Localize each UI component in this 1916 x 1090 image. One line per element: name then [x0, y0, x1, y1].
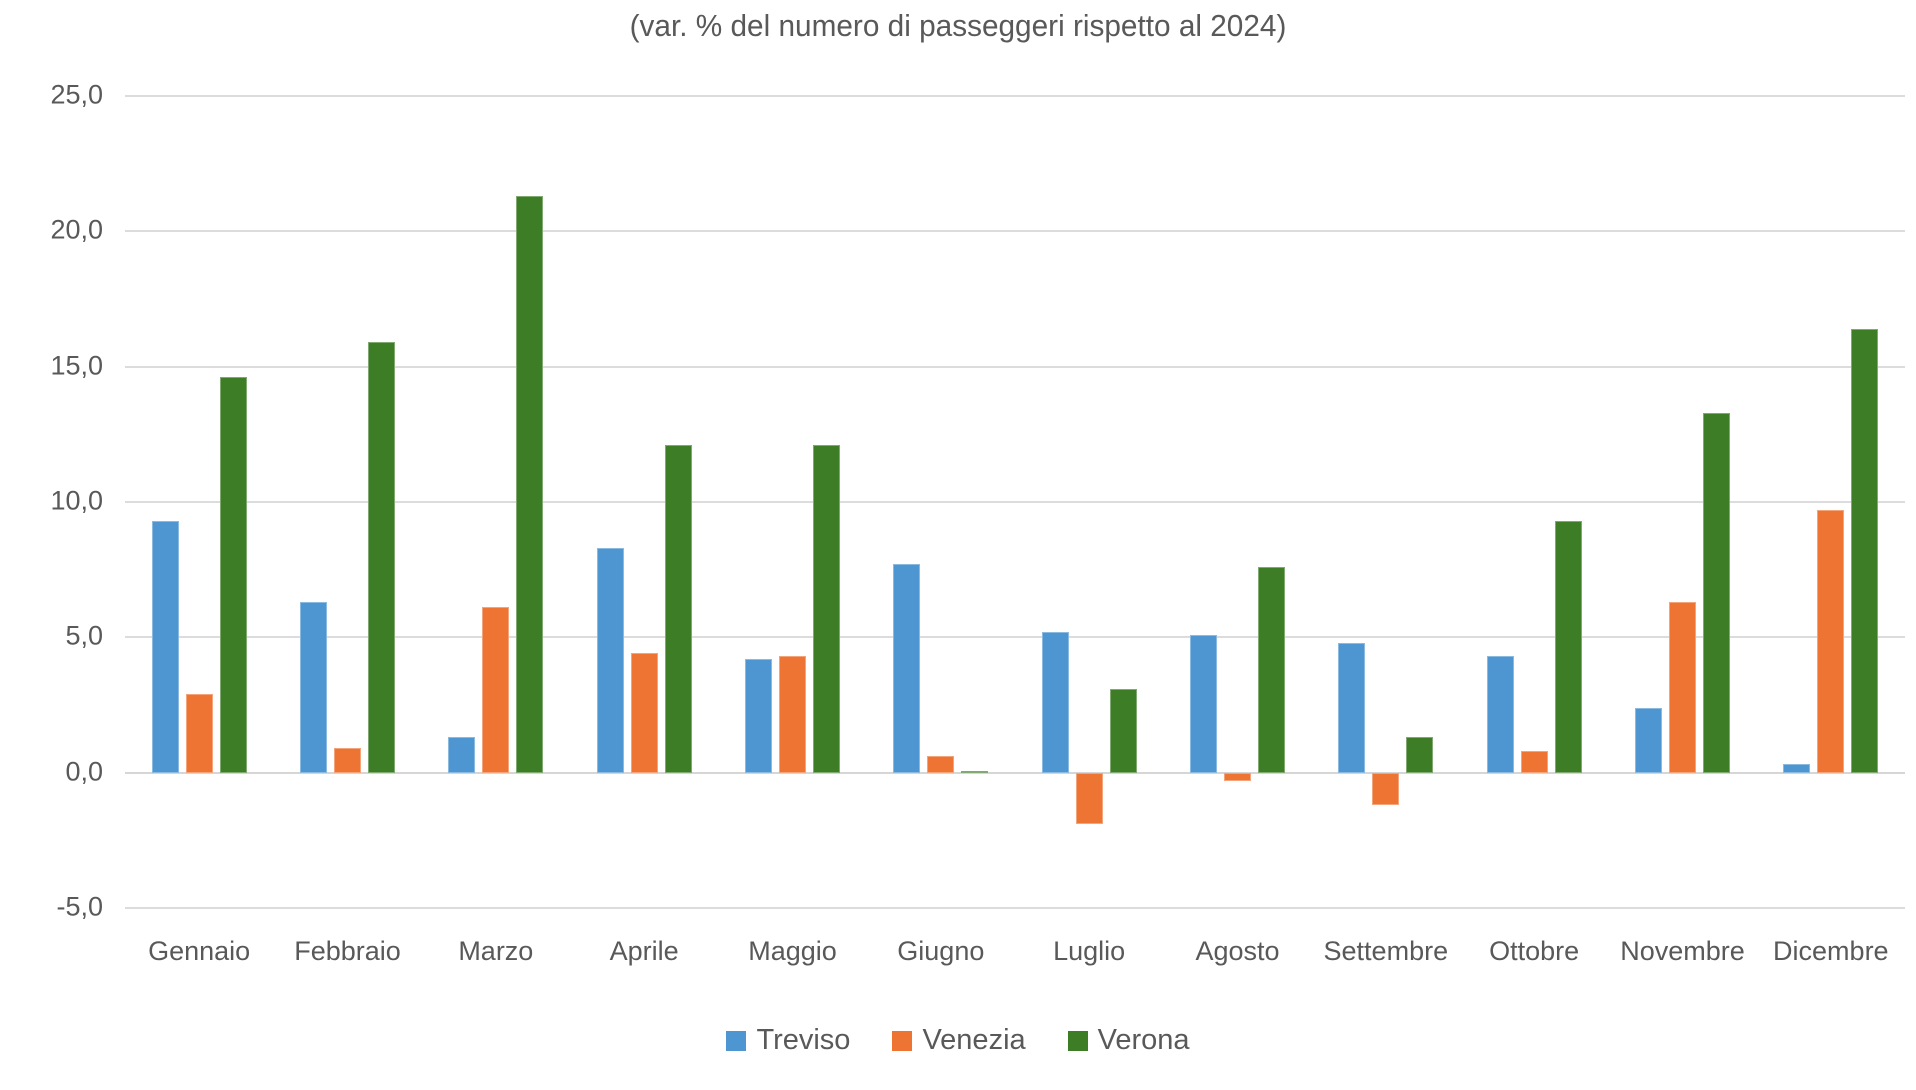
bar-venezia-aprile	[630, 653, 658, 773]
y-axis-tick-label: 10,0	[50, 485, 103, 516]
x-axis-label-luglio: Luglio	[1053, 936, 1126, 966]
x-axis-label-settembre: Settembre	[1323, 936, 1449, 966]
x-axis-label-novembre: Novembre	[1620, 936, 1745, 966]
x-axis-label-maggio: Maggio	[748, 936, 837, 966]
bar-verona-marzo	[516, 196, 544, 773]
bar-treviso-febbraio	[300, 602, 327, 773]
legend-label-treviso: Treviso	[756, 1024, 851, 1056]
bar-verona-febbraio	[368, 342, 395, 773]
bar-treviso-dicembre	[1783, 764, 1811, 773]
gridline-25	[125, 94, 1905, 97]
x-axis-label-dicembre: Dicembre	[1773, 936, 1889, 966]
y-axis-tick-label: 20,0	[50, 214, 103, 245]
x-axis-label-ottobre: Ottobre	[1489, 936, 1580, 966]
legend-item-venezia: Venezia	[892, 1024, 1026, 1057]
bar-treviso-agosto	[1190, 634, 1217, 773]
bar-treviso-settembre	[1338, 642, 1366, 773]
verona-swatch-icon	[1067, 1030, 1088, 1051]
y-axis-tick-label: 25,0	[50, 79, 103, 110]
bar-venezia-giugno	[927, 756, 955, 773]
chart-title: (var. % del numero di passeggeri rispett…	[629, 8, 1287, 43]
bar-treviso-gennaio	[151, 520, 179, 773]
bar-verona-dicembre	[1851, 328, 1879, 773]
y-axis-tick-label: 15,0	[50, 349, 103, 380]
bar-venezia-settembre	[1372, 772, 1400, 806]
bar-venezia-agosto	[1224, 772, 1251, 781]
bar-venezia-ottobre	[1520, 750, 1548, 773]
bar-venezia-marzo	[482, 607, 510, 773]
gridline-20	[125, 230, 1905, 233]
legend-label-venezia: Venezia	[922, 1024, 1026, 1056]
bar-treviso-giugno	[893, 564, 921, 773]
legend-item-treviso: Treviso	[726, 1024, 850, 1057]
bar-venezia-febbraio	[334, 748, 361, 773]
bar-treviso-aprile	[596, 547, 624, 773]
gridline-0	[125, 771, 1905, 774]
treviso-swatch-icon	[726, 1030, 747, 1051]
bar-treviso-luglio	[1041, 631, 1069, 773]
bar-verona-gennaio	[219, 377, 247, 773]
x-axis-label-aprile: Aprile	[609, 936, 679, 966]
x-axis-label-gennaio: Gennaio	[148, 936, 251, 966]
bar-treviso-marzo	[448, 737, 476, 773]
y-axis-tick-label: 5,0	[65, 620, 103, 651]
bar-venezia-gennaio	[185, 694, 213, 773]
legend: Treviso Venezia Verona	[0, 1024, 1916, 1057]
x-axis-label-marzo: Marzo	[458, 936, 534, 966]
venezia-swatch-icon	[892, 1030, 913, 1051]
y-axis-tick-label: -5,0	[56, 891, 103, 922]
legend-label-verona: Verona	[1097, 1024, 1190, 1056]
bar-verona-ottobre	[1554, 520, 1582, 773]
bar-treviso-novembre	[1635, 707, 1662, 773]
bar-venezia-novembre	[1669, 602, 1696, 773]
gridline-5	[125, 636, 1905, 639]
bar-verona-luglio	[1109, 688, 1137, 773]
bar-treviso-maggio	[745, 658, 772, 773]
bar-verona-novembre	[1703, 412, 1730, 773]
bar-verona-aprile	[664, 445, 692, 773]
bar-verona-giugno	[961, 771, 989, 773]
gridline-15	[125, 365, 1905, 368]
y-axis-tick-label: 0,0	[65, 755, 103, 786]
x-axis-label-agosto: Agosto	[1195, 936, 1280, 966]
bar-venezia-luglio	[1075, 772, 1103, 825]
bar-treviso-ottobre	[1486, 656, 1514, 773]
bar-venezia-dicembre	[1817, 510, 1845, 773]
bar-venezia-maggio	[779, 656, 806, 773]
bar-verona-agosto	[1258, 566, 1285, 773]
x-axis-label-giugno: Giugno	[897, 936, 985, 966]
gridline--5	[125, 906, 1905, 909]
bar-verona-maggio	[813, 445, 840, 773]
x-axis-label-febbraio: Febbraio	[294, 936, 401, 966]
gridline-10	[125, 500, 1905, 503]
bar-verona-settembre	[1406, 737, 1434, 773]
legend-item-verona: Verona	[1067, 1024, 1190, 1057]
